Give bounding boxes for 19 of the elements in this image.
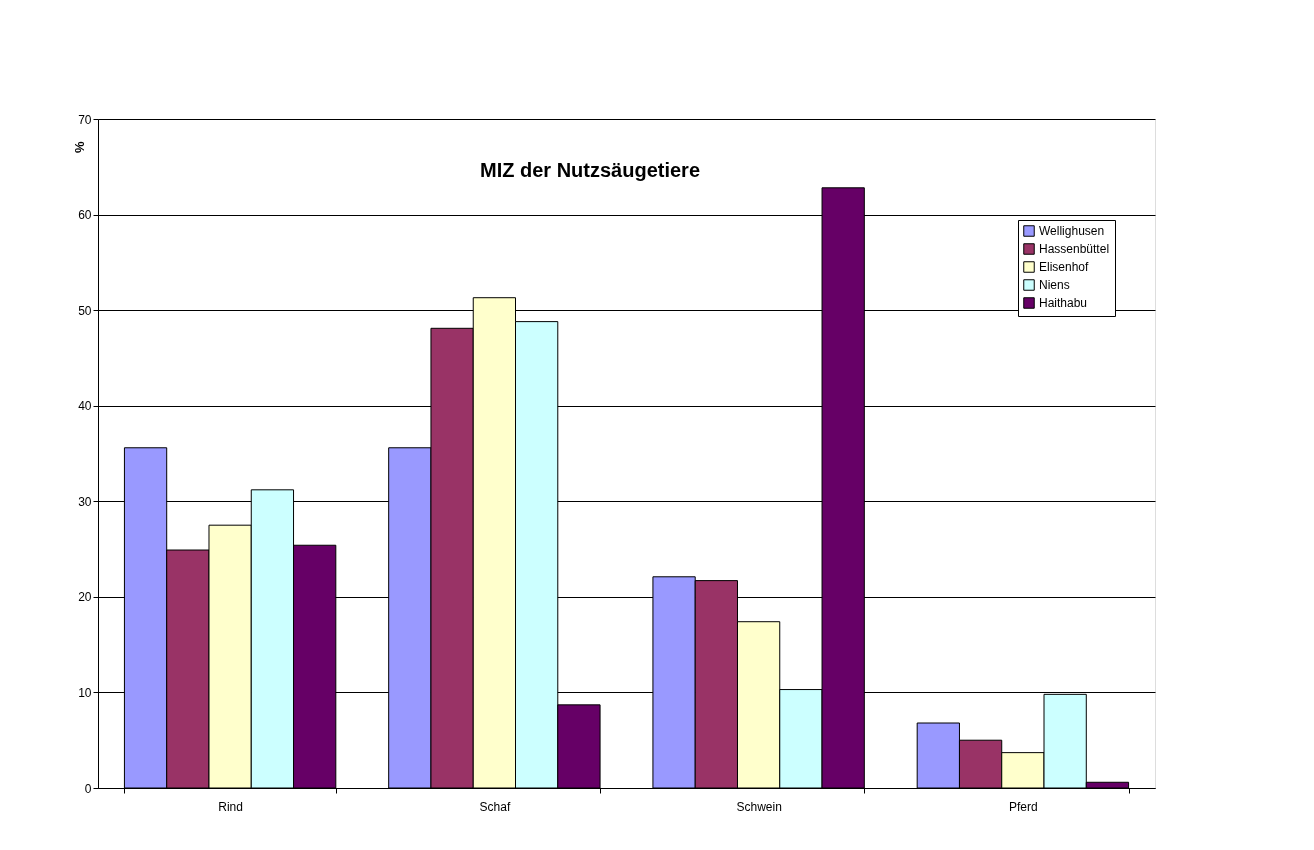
y-tick-label: 60 xyxy=(78,208,92,223)
y-tick-label: 10 xyxy=(78,685,92,700)
legend-label: Wellighusen xyxy=(1039,224,1105,238)
legend-label: Elisenhof xyxy=(1039,260,1090,274)
y-tick-label: 0 xyxy=(84,781,92,796)
x-tick-label: Schaf xyxy=(479,799,511,814)
x-tick-label: Schwein xyxy=(736,799,782,814)
text: MIZ der Nutzsäugetiere xyxy=(479,159,701,181)
x-tick-label: Pferd xyxy=(1009,799,1038,814)
legend-label: Niens xyxy=(1039,278,1070,292)
x-tick-label: Rind xyxy=(218,799,243,814)
y-tick-label: 70 xyxy=(78,112,92,127)
legend-label: Hassenbüttel xyxy=(1039,242,1110,256)
legend-label: Haithabu xyxy=(1039,296,1088,310)
y-tick-label: 30 xyxy=(78,494,92,509)
y-tick-label: 40 xyxy=(78,399,92,414)
y-tick-label: 20 xyxy=(78,590,92,605)
y-tick-label: 50 xyxy=(78,303,92,318)
y-axis-title: % xyxy=(71,141,87,154)
